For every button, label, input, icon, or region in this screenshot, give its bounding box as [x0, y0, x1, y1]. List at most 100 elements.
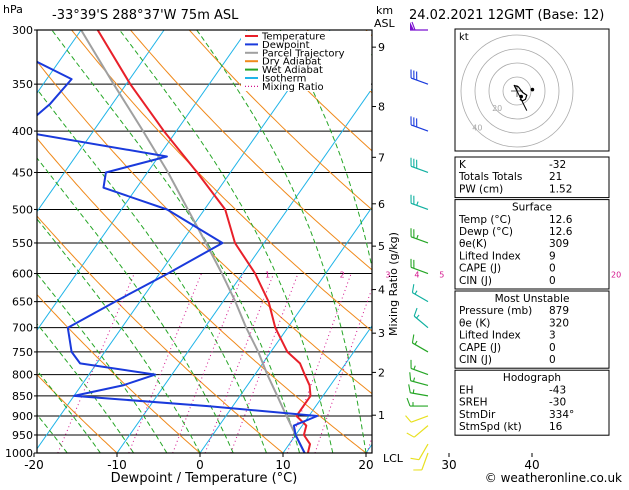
barb-staff — [422, 453, 428, 470]
surface-value: 9 — [549, 250, 556, 262]
temperature-tick-label: 20 — [358, 458, 373, 472]
wind-barb — [410, 22, 428, 30]
barb-half-flag — [417, 235, 418, 239]
hodograph-indices-label: SREH — [459, 397, 488, 409]
mixing-ratio-line — [405, 274, 462, 454]
mixing-ratio-label: 5 — [439, 271, 444, 280]
hodograph-indices-value: 16 — [549, 421, 563, 433]
most-unstable-label: CIN (J) — [459, 354, 492, 366]
barb-half-flag — [417, 315, 420, 318]
mixing-ratio-line — [58, 274, 135, 454]
temperature-tick-label: -20 — [24, 458, 44, 472]
basic-indices-value: -32 — [549, 159, 566, 171]
surface-label: CAPE (J) — [459, 263, 501, 275]
pressure-tick-label: 350 — [12, 78, 33, 91]
km-label: km — [376, 4, 393, 17]
pressure-tick-label: 600 — [12, 268, 33, 281]
wind-barbs — [406, 22, 428, 470]
mixing-ratio-label: 4 — [414, 271, 419, 280]
surface-label: Temp (°C) — [458, 214, 511, 226]
most-unstable-value: 320 — [549, 317, 569, 329]
barb-flag — [411, 458, 419, 459]
wind-barb — [411, 195, 428, 210]
km-tick-label: 9 — [378, 41, 385, 54]
lcl-label: LCL — [383, 452, 404, 465]
km-tick-label: 1 — [378, 409, 385, 422]
barb-half-flag — [414, 378, 415, 382]
km-tick-label: 3 — [378, 327, 385, 340]
datetime-title: 24.02.2021 12GMT (Base: 12) — [409, 8, 604, 23]
pressure-tick-label: 300 — [12, 24, 33, 37]
barb-flag — [412, 334, 413, 342]
most-unstable-label: Lifted Index — [459, 330, 521, 342]
surface-value: 0 — [549, 275, 556, 287]
km-tick-label: 8 — [378, 101, 385, 114]
wind-barb — [414, 308, 428, 328]
hodograph-indices-label: EH — [459, 384, 474, 396]
wet-adiabat — [197, 30, 366, 453]
location-title: -33°39'S 288°37'W 75m ASL — [52, 8, 239, 23]
surface-label: θe(K) — [459, 238, 487, 250]
mixing-ratio-label: 2 — [340, 271, 345, 280]
temperature-tick-label: -10 — [107, 458, 127, 472]
pressure-tick-label: 650 — [12, 296, 33, 309]
barb-flag — [407, 398, 410, 406]
barb-half-flag — [417, 202, 418, 206]
temperature-tick-label: 10 — [275, 458, 290, 472]
barb-half-flag — [414, 366, 415, 370]
most-unstable-value: 0 — [549, 342, 556, 354]
footer-credit: © weatheronline.co.uk — [485, 471, 622, 485]
hodograph-unit-label: kt — [459, 32, 469, 43]
isotherm — [34, 30, 330, 453]
most-unstable-title: Most Unstable — [495, 293, 570, 305]
barb-flag — [407, 433, 414, 437]
most-unstable-value: 879 — [549, 305, 569, 317]
hodograph-indices-label: StmDir — [459, 409, 496, 421]
isotherm — [117, 30, 413, 453]
barb-half-flag — [413, 389, 414, 393]
hodograph-indices-title: Hodograph — [503, 372, 561, 384]
surface-label: Dewp (°C) — [459, 226, 513, 238]
wind-barb — [406, 416, 428, 422]
pressure-tick-label: 800 — [12, 369, 33, 382]
mixing-ratio-label: 1 — [265, 271, 270, 280]
pressure-tick-label: 450 — [12, 166, 33, 179]
barb-flag — [410, 372, 411, 381]
wet-adiabat — [0, 30, 266, 453]
mixing-ratio-line — [231, 274, 298, 454]
wet-adiabat — [120, 30, 333, 453]
barb-staff — [411, 416, 428, 422]
temperature-tick-label: 0 — [196, 458, 204, 472]
surface-value: 309 — [549, 238, 569, 250]
basic-indices-label: K — [459, 159, 467, 171]
temperature-tick-label: 30 — [441, 458, 456, 472]
wind-barb — [409, 384, 428, 396]
isotherm — [200, 30, 496, 453]
surface-value: 0 — [549, 263, 556, 275]
barb-staff — [410, 393, 428, 396]
basic-indices-label: PW (cm) — [459, 183, 503, 195]
most-unstable-value: 3 — [549, 330, 556, 342]
pressure-tick-label: 900 — [12, 410, 33, 423]
most-unstable-label: CAPE (J) — [459, 342, 501, 354]
dry-adiabat — [0, 24, 283, 453]
km-tick-label: 4 — [378, 284, 385, 297]
isotherm — [615, 30, 629, 453]
wind-barb — [412, 334, 428, 351]
hodograph-marker — [519, 95, 523, 99]
hodograph-indices-value: -30 — [549, 397, 566, 409]
surface-label: CIN (J) — [459, 275, 492, 287]
basic-indices-value: 21 — [549, 171, 562, 183]
hodograph-ring-label: 20 — [492, 104, 502, 113]
wind-barb — [412, 284, 428, 301]
km-tick-label: 5 — [378, 240, 385, 253]
basic-indices-label: Totals Totals — [458, 171, 522, 183]
basic-indices-value: 1.52 — [549, 183, 572, 195]
hodograph-indices-value: -43 — [549, 384, 566, 396]
barb-flag — [409, 384, 411, 392]
wind-barb — [411, 360, 428, 375]
wet-adiabat — [0, 30, 233, 453]
